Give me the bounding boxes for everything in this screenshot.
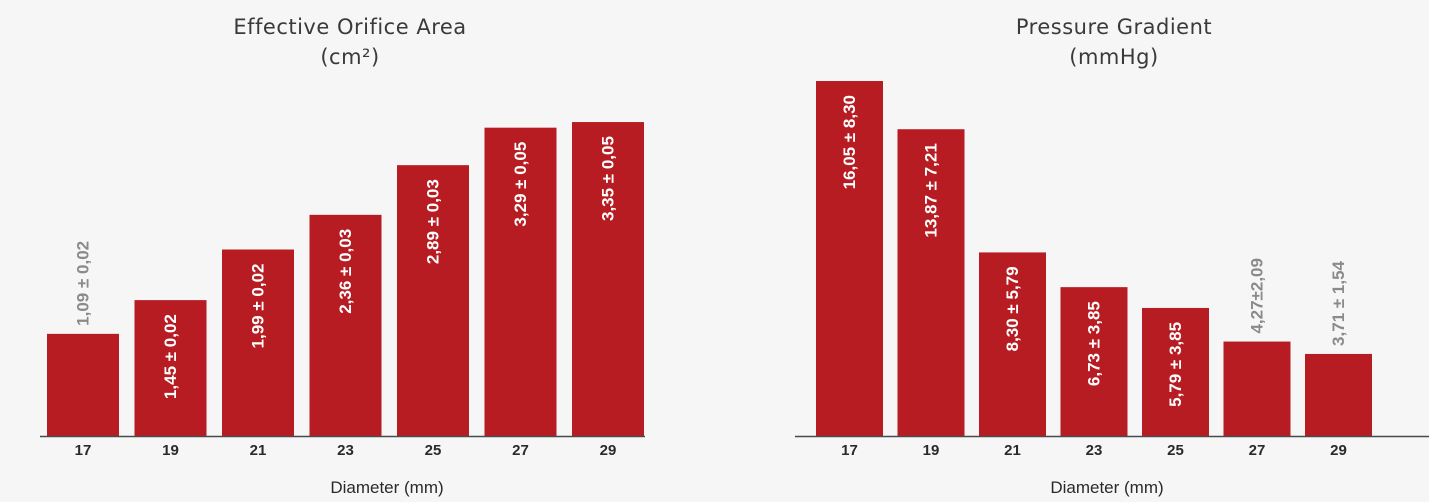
pg-bar xyxy=(1142,307,1209,436)
eoa-bar xyxy=(222,249,294,436)
pg-tick-label: 23 xyxy=(1086,442,1103,459)
eoa-x-axis-label: Diameter (mm) xyxy=(330,478,443,497)
eoa-bar xyxy=(572,122,644,437)
pg-data-label: 5,79 ± 3,85 xyxy=(1166,322,1185,407)
eoa-bar xyxy=(134,300,207,436)
pg-tick-label: 27 xyxy=(1249,442,1266,459)
eoa-data-label: 3,35 ± 0,05 xyxy=(599,136,618,221)
pg-tick-label: 19 xyxy=(923,442,940,459)
eoa-subtitle-text: (cm²) xyxy=(320,45,380,69)
pg-x-axis-label: Diameter (mm) xyxy=(1050,478,1163,497)
pg-bar xyxy=(1060,287,1128,436)
eoa-tick-label: 29 xyxy=(600,442,617,459)
eoa-tick-label: 25 xyxy=(425,442,442,459)
pg-data-label: 13,87 ± 7,21 xyxy=(922,143,941,237)
pg-tick-label: 25 xyxy=(1167,442,1184,459)
pg-data-label: 6,73 ± 3,85 xyxy=(1085,301,1104,386)
pg-bar xyxy=(979,252,1046,436)
eoa-data-label: 3,29 ± 0,05 xyxy=(511,142,530,227)
pg-bar xyxy=(1305,353,1372,436)
eoa-data-label: 2,36 ± 0,03 xyxy=(336,229,355,314)
eoa-tick-label: 17 xyxy=(75,442,92,459)
pg-data-label: 4,27±2,09 xyxy=(1248,258,1267,334)
eoa-title-text: Effective Orifice Area xyxy=(233,15,467,39)
eoa-tick-label: 21 xyxy=(250,442,267,459)
eoa-bar xyxy=(47,333,119,436)
eoa-data-label: 1,99 ± 0,02 xyxy=(249,264,268,349)
pg-subtitle-text: (mmHg) xyxy=(1069,45,1159,69)
pg-data-label: 16,05 ± 8,30 xyxy=(840,95,859,189)
eoa-data-label: 2,89 ± 0,03 xyxy=(424,179,443,264)
pg-chart-title: Pressure Gradient (mmHg) xyxy=(914,12,1314,72)
pg-bar xyxy=(816,81,883,436)
eoa-data-label: 1,09 ± 0,02 xyxy=(74,241,93,326)
pg-bar xyxy=(897,129,965,436)
pg-data-label: 3,71 ± 1,54 xyxy=(1329,260,1348,345)
pg-tick-label: 21 xyxy=(1004,442,1021,459)
pg-bar xyxy=(1223,341,1291,436)
eoa-data-label: 1,45 ± 0,02 xyxy=(161,314,180,399)
eoa-tick-label: 19 xyxy=(162,442,179,459)
pg-data-label: 8,30 ± 5,79 xyxy=(1003,266,1022,351)
eoa-bar xyxy=(484,127,557,437)
eoa-tick-label: 27 xyxy=(512,442,529,459)
pg-tick-label: 17 xyxy=(841,442,858,459)
eoa-tick-label: 23 xyxy=(337,442,354,459)
eoa-chart-title: Effective Orifice Area (cm²) xyxy=(150,12,550,72)
eoa-bar xyxy=(309,214,382,436)
pg-tick-label: 29 xyxy=(1330,442,1347,459)
pg-title-text: Pressure Gradient xyxy=(1015,15,1213,39)
eoa-bar xyxy=(397,165,469,436)
